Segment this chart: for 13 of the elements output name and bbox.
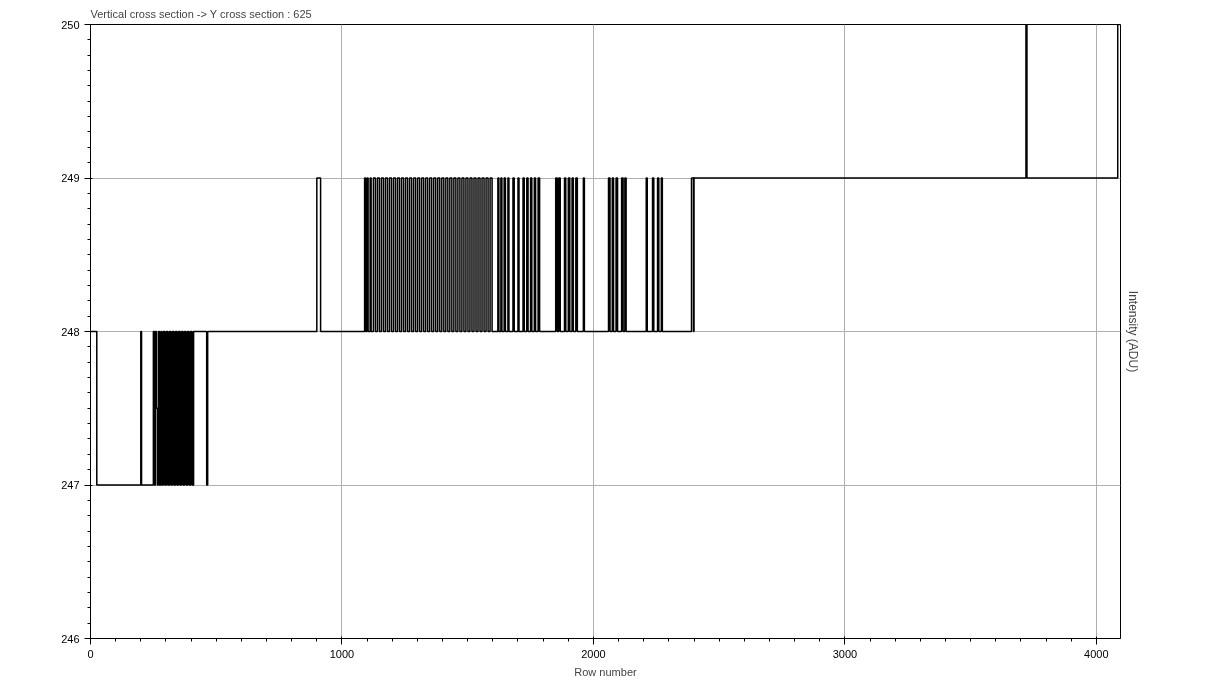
chart-title: Vertical cross section -> Y cross section : 625 <box>90 7 312 20</box>
x-tick-label: 2000 <box>581 647 606 660</box>
y-tick-label: 246 <box>61 632 80 645</box>
y-tick-label: 250 <box>61 18 80 31</box>
y-tick-label: 249 <box>61 172 80 184</box>
x-tick-label: 1000 <box>329 647 355 660</box>
x-tick-label: 4000 <box>1084 647 1109 660</box>
x-tick-label: 0 <box>87 647 94 660</box>
y-tick-label: 248 <box>61 325 80 338</box>
x-tick-label: 3000 <box>832 647 858 660</box>
y-tick-label: 247 <box>61 479 80 491</box>
y-axis-title: Intensity (ADU) <box>1125 290 1140 373</box>
x-axis-title: Row number <box>574 665 638 678</box>
